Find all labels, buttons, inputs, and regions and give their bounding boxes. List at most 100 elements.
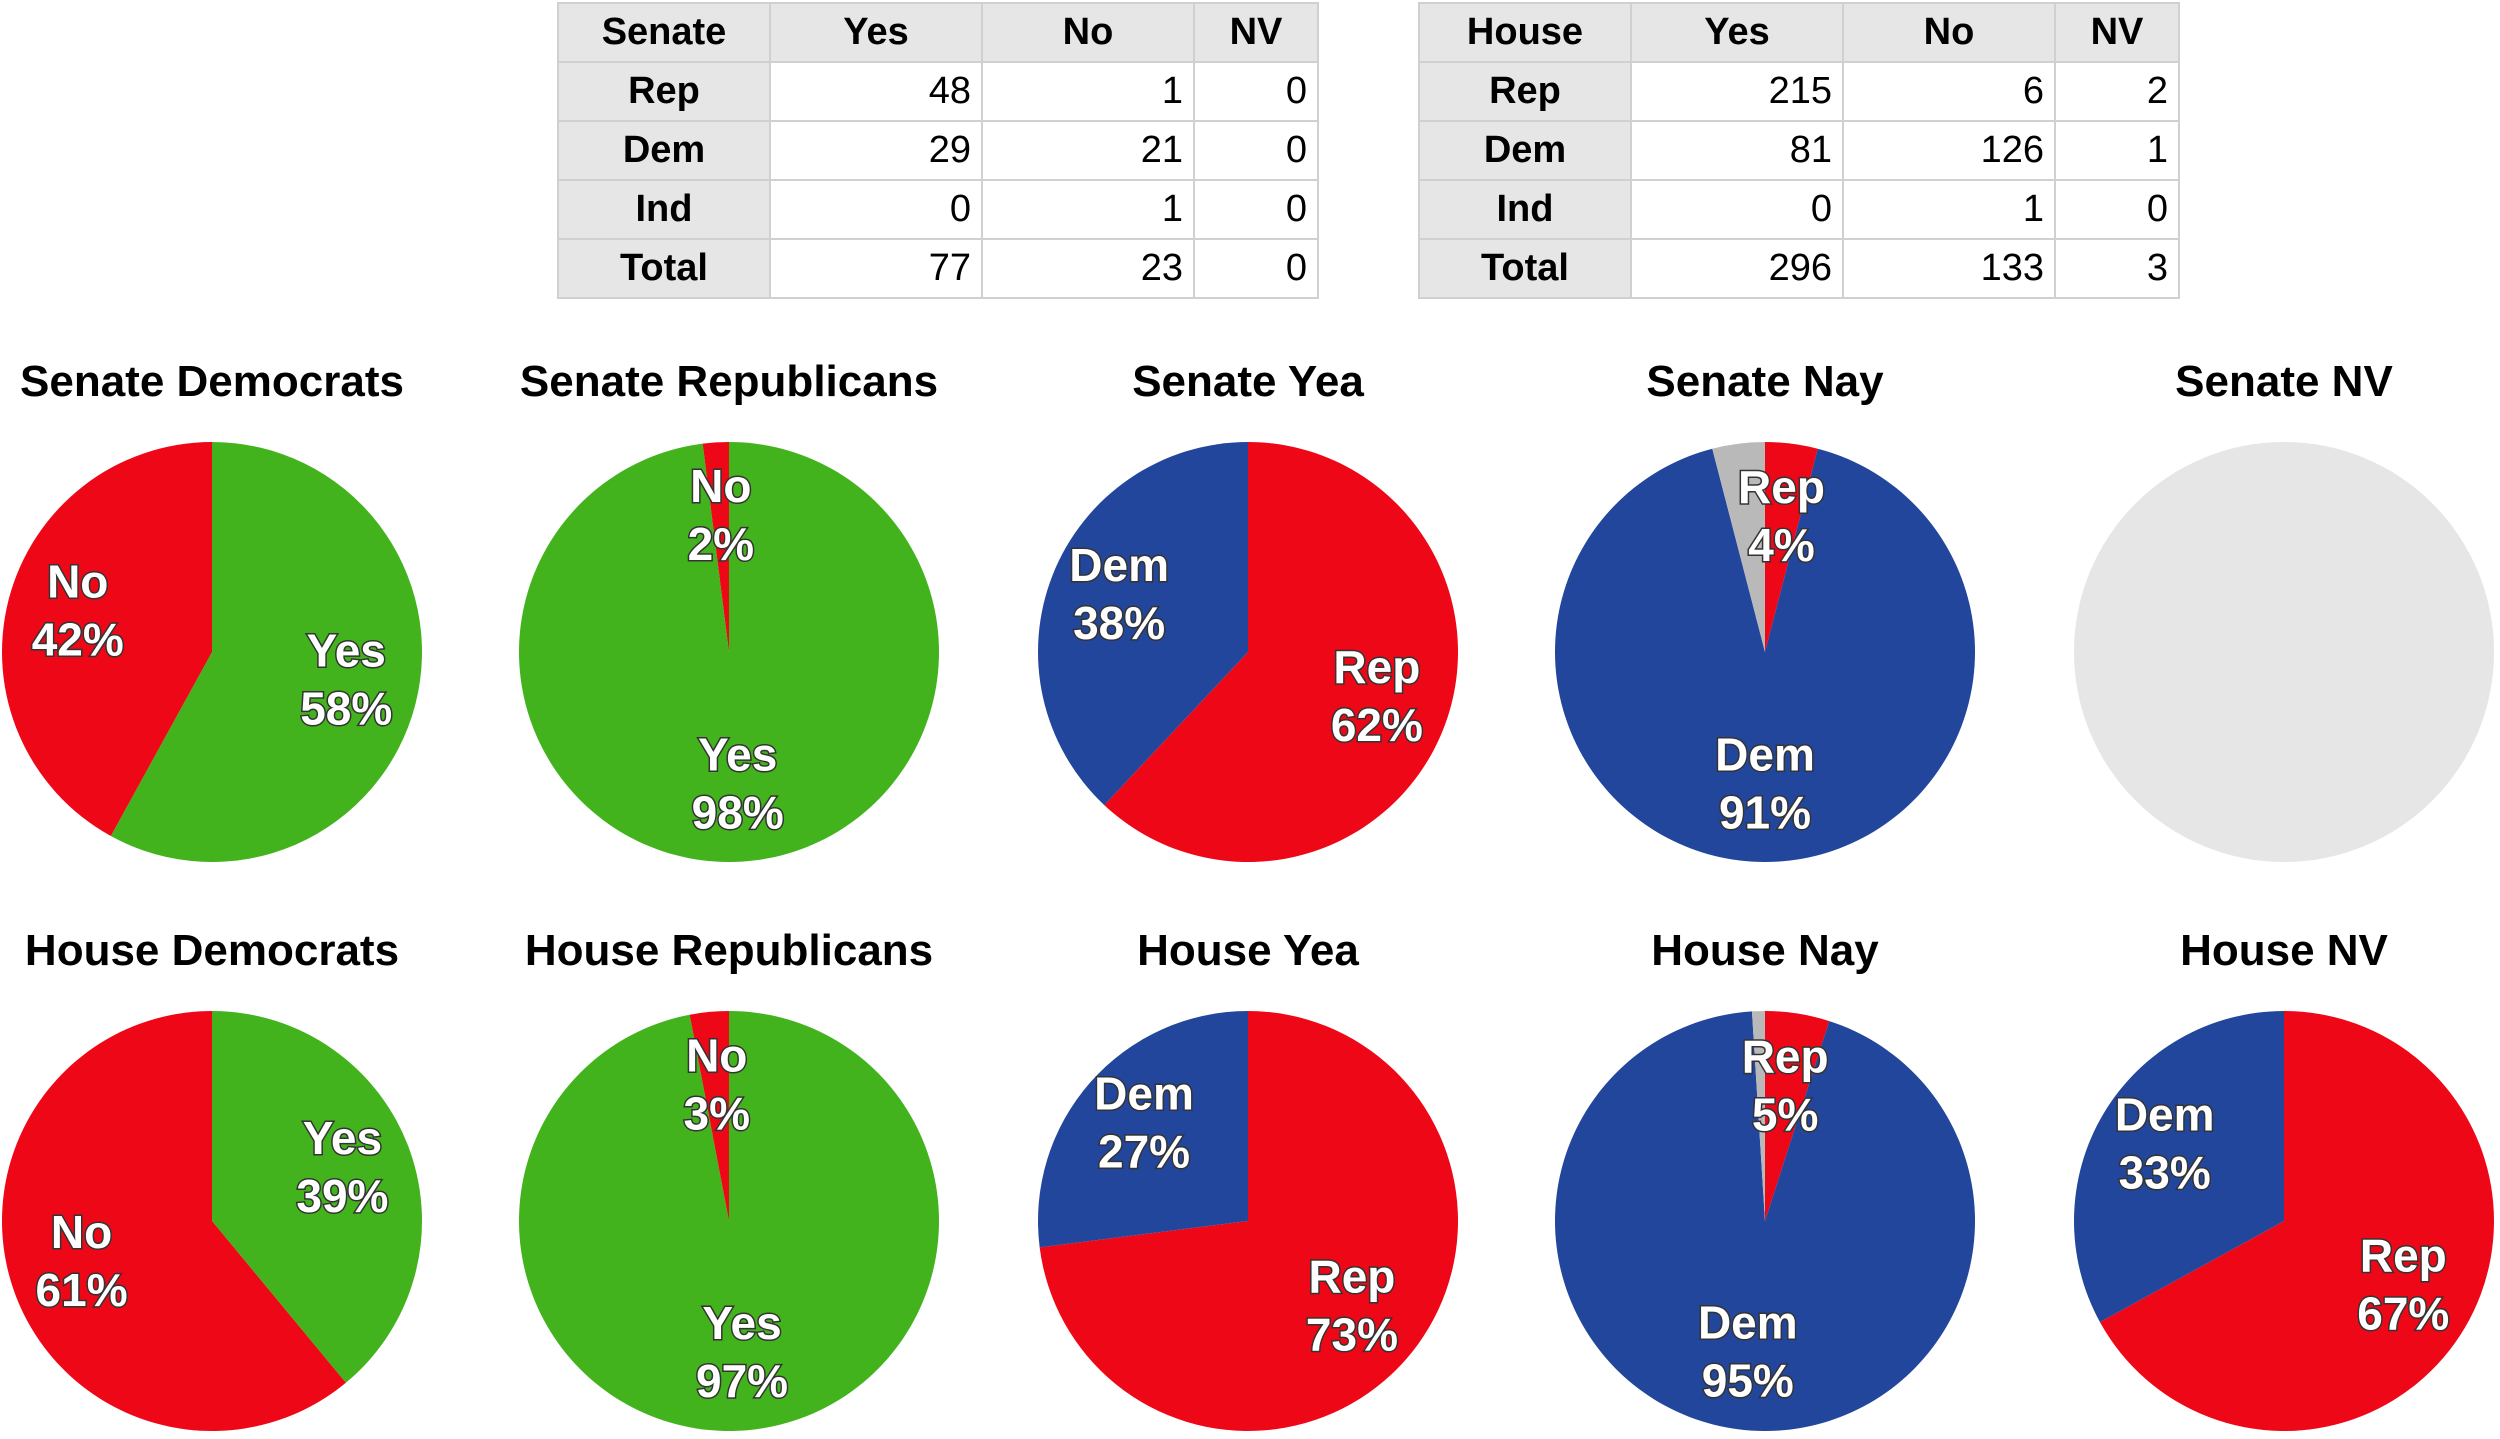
table-cell: 77 (769, 238, 983, 299)
house-democrats-pie: House Democrats Yes 39% No 61% (1, 926, 422, 1431)
chart-title: House Republicans (525, 926, 933, 975)
senate-yea-pie: Senate Yea Rep 62% Dem 38% (1038, 357, 1459, 863)
table-cell: 48 (769, 61, 983, 122)
table-cell: 23 (981, 238, 1195, 299)
column-header: Yes (1630, 2, 1844, 63)
table-cell: 1 (1842, 179, 2056, 240)
row-header: Total (1418, 238, 1632, 299)
dem-slice (1555, 448, 1976, 863)
table-cell: 2 (2054, 61, 2180, 122)
dem-slice (1038, 442, 1248, 806)
table-cell: 296 (1630, 238, 1844, 299)
dem-slice (1038, 1011, 1248, 1248)
yes-slice (110, 442, 422, 862)
chart-title: Senate NV (2175, 357, 2393, 406)
dem-slice (1555, 1011, 1975, 1432)
dem-slice (2074, 1011, 2284, 1323)
table-cell: 0 (769, 179, 983, 240)
senate-nay-pie: Senate Nay Rep 4% Dem 91% (1555, 357, 1976, 863)
no-slice-label: No 3% (684, 1029, 750, 1139)
table-row: Ind 0 1 0 (1418, 179, 2180, 240)
no-slice (1, 1011, 346, 1431)
empty-pie-slice (2074, 442, 2494, 862)
table-row: Total 296 133 3 (1418, 238, 2180, 299)
chart-title: House NV (2180, 926, 2388, 975)
yes-slice-label: Yes 58% (300, 624, 392, 734)
ind-slice (1712, 442, 1765, 652)
yes-slice (519, 1011, 940, 1431)
yes-slice-label: Yes 97% (696, 1297, 788, 1407)
table-cell: 0 (1193, 179, 1319, 240)
table-row: Total 77 23 0 (557, 238, 1319, 299)
rep-slice (1765, 442, 1818, 652)
table-row: Rep 215 6 2 (1418, 61, 2180, 122)
house-nay-pie: House Nay Rep 5% Dem 95% (1555, 926, 1975, 1432)
column-header: NV (1193, 2, 1319, 63)
column-header: Senate (557, 2, 771, 63)
rep-slice-label: Rep 62% (1331, 641, 1423, 751)
table-cell: 3 (2054, 238, 2180, 299)
no-slice (689, 1011, 729, 1221)
column-header: No (1842, 2, 2056, 63)
no-slice-label: No 2% (688, 460, 754, 570)
table-cell: 21 (981, 120, 1195, 181)
table-row: Rep 48 1 0 (557, 61, 1319, 122)
dem-slice-label: Dem 27% (1094, 1067, 1194, 1177)
yes-slice (518, 442, 939, 862)
senate-republicans-pie: Senate Republicans Yes 98% No 2% (518, 357, 939, 862)
table-cell: 0 (1193, 120, 1319, 181)
dem-slice-label: Dem 91% (1715, 729, 1815, 839)
yes-slice (212, 1011, 422, 1383)
chart-title: House Democrats (25, 926, 399, 975)
table-cell: 215 (1630, 61, 1844, 122)
no-slice (702, 442, 729, 652)
table-cell: 0 (1193, 61, 1319, 122)
table-cell: 6 (1842, 61, 2056, 122)
table-cell: 1 (981, 179, 1195, 240)
row-header: Total (557, 238, 771, 299)
yes-slice-label: Yes 98% (692, 728, 784, 838)
dem-slice-label: Dem 38% (1069, 539, 1169, 649)
row-header: Rep (1418, 61, 1632, 122)
row-header: Rep (557, 61, 771, 122)
row-header: Ind (557, 179, 771, 240)
row-header: Dem (1418, 120, 1632, 181)
no-slice-label: No 42% (32, 556, 124, 666)
rep-slice-label: Rep 67% (2357, 1230, 2449, 1340)
table-cell: 126 (1842, 120, 2056, 181)
table-cell: 81 (1630, 120, 1844, 181)
chart-title: Senate Democrats (20, 357, 404, 406)
chart-title: Senate Yea (1132, 357, 1364, 406)
row-header: Ind (1418, 179, 1632, 240)
senate-democrats-pie: Senate Democrats Yes 58% No 42% (1, 357, 422, 862)
table-cell: 1 (2054, 120, 2180, 181)
table-cell: 29 (769, 120, 983, 181)
table-cell: 0 (1630, 179, 1844, 240)
table-cell: 0 (1193, 238, 1319, 299)
column-header: House (1418, 2, 1632, 63)
table-row: Dem 29 21 0 (557, 120, 1319, 181)
house-vote-table: House Yes No NV Rep 215 6 2 Dem 81 126 1… (1418, 2, 2180, 299)
rep-slice-label: Rep 73% (1306, 1251, 1398, 1361)
rep-slice (2099, 1011, 2495, 1431)
no-slice-label: No 61% (36, 1206, 128, 1316)
yes-slice-label: Yes 39% (296, 1112, 388, 1222)
no-slice (1, 442, 212, 837)
column-header: No (981, 2, 1195, 63)
table-row: Dem 81 126 1 (1418, 120, 2180, 181)
senate-nv-pie: Senate NV (2074, 357, 2494, 862)
rep-slice-label: Rep 4% (1738, 461, 1825, 571)
dem-slice-label: Dem 95% (1698, 1297, 1798, 1407)
dem-slice-label: Dem 33% (2115, 1088, 2215, 1198)
senate-vote-table: Senate Yes No NV Rep 48 1 0 Dem 29 21 0 … (557, 2, 1319, 299)
table-header-row: Senate Yes No NV (557, 2, 1319, 63)
house-yea-pie: House Yea Rep 73% Dem 27% (1038, 926, 1459, 1431)
house-nv-pie: House NV Rep 67% Dem 33% (2074, 926, 2495, 1431)
rep-slice (1039, 1011, 1459, 1431)
rep-slice (1765, 1011, 1830, 1221)
table-header-row: House Yes No NV (1418, 2, 2180, 63)
house-republicans-pie: House Republicans Yes 97% No 3% (519, 926, 940, 1431)
table-cell: 133 (1842, 238, 2056, 299)
table-cell: 1 (981, 61, 1195, 122)
chart-title: House Yea (1137, 926, 1359, 975)
